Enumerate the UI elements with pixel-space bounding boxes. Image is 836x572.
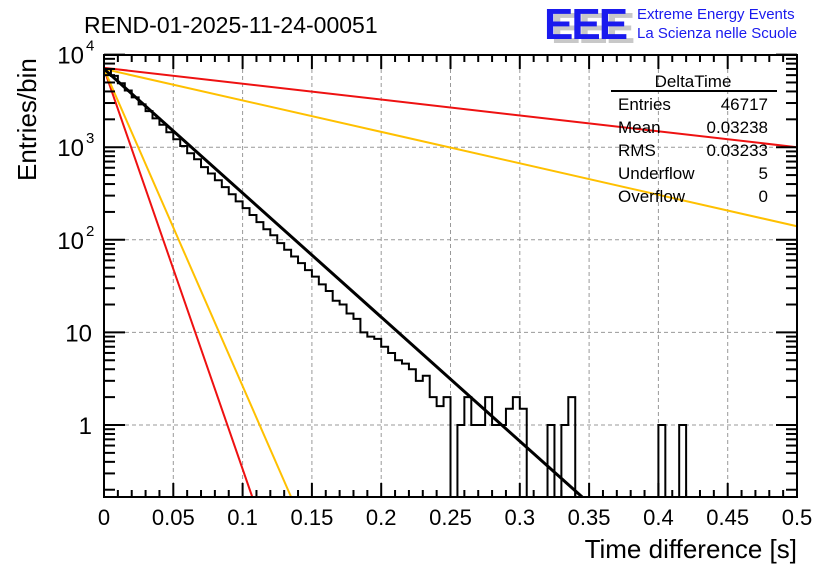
y-tick-exponent: 4 <box>86 38 94 55</box>
axis-ticks <box>103 53 798 497</box>
x-tick-label: 0.15 <box>290 505 333 530</box>
x-tick-label: 0.2 <box>366 505 397 530</box>
red-steep-curve <box>103 68 254 498</box>
logo-letters: EEE <box>544 0 627 49</box>
logo-letters-shadow: EEE <box>551 4 634 53</box>
eee-logo: EEE EEE Extreme Energy Events La Scienza… <box>544 0 797 53</box>
x-tick-label: 0.1 <box>227 505 258 530</box>
y-axis-label: Entries/bin <box>12 58 42 181</box>
x-tick-label: 0.5 <box>782 505 813 530</box>
red-shallow-curve <box>103 66 798 149</box>
x-tick-label: 0.4 <box>643 505 674 530</box>
stats-value-entries: 46717 <box>721 95 768 114</box>
x-tick-label: 0.05 <box>152 505 195 530</box>
stats-title: DeltaTime <box>655 72 732 91</box>
y-tick-exponent: 2 <box>86 223 94 240</box>
stats-label-overflow: Overflow <box>618 187 686 206</box>
stats-box: DeltaTime Entries 46717 Mean 0.03238 RMS… <box>611 72 777 206</box>
stats-value-rms: 0.03233 <box>707 141 768 160</box>
logo-line2: La Scienza nelle Scuole <box>637 25 797 42</box>
stats-value-mean: 0.03238 <box>707 118 768 137</box>
chart-title: REND-01-2025-11-24-00051 <box>84 12 378 38</box>
x-tick-label: 0.25 <box>429 505 472 530</box>
y-tick-label: 10 <box>65 320 92 347</box>
x-tick-label: 0.45 <box>706 505 749 530</box>
y-tick-label: 10 <box>57 135 84 162</box>
y-tick-label: 10 <box>57 43 84 70</box>
stats-label-mean: Mean <box>618 118 661 137</box>
exp-fit-curve <box>102 67 584 499</box>
stats-label-rms: RMS <box>618 141 656 160</box>
x-tick-label: 0 <box>98 505 110 530</box>
logo-line1: Extreme Energy Events <box>637 6 795 23</box>
x-tick-label: 0.3 <box>505 505 536 530</box>
fit-curves <box>103 66 798 498</box>
x-tick-label: 0.35 <box>568 505 611 530</box>
x-axis-label: Time difference [s] <box>585 534 797 564</box>
yellow-shallow-curve <box>103 67 798 228</box>
y-tick-label: 1 <box>79 413 92 440</box>
stats-value-underflow: 5 <box>759 164 768 183</box>
y-tick-label: 10 <box>57 228 84 255</box>
stats-label-entries: Entries <box>618 95 671 114</box>
stats-value-overflow: 0 <box>759 187 768 206</box>
y-tick-exponent: 3 <box>86 130 94 147</box>
yellow-steep-curve <box>103 68 293 498</box>
stats-label-underflow: Underflow <box>618 164 695 183</box>
